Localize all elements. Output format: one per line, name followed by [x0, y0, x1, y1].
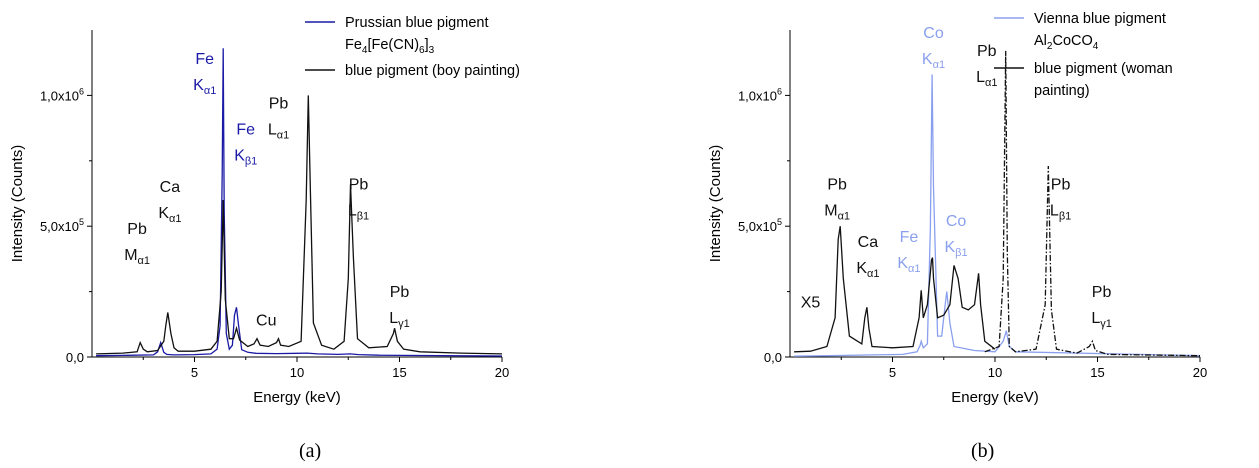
chart-panel-b: 5 10 15 20 0,0 5,0x105 1,0x106 Energy (keV) Inte… [660, 0, 1259, 468]
peak-label-line: Lγ1 [1091, 310, 1112, 330]
series-line-2 [984, 50, 1201, 357]
panel-label-a: (a) [299, 440, 322, 462]
peak-label-line: X5 [801, 294, 821, 311]
chart-a-svg: 5 10 15 20 0,0 5,0x105 1,0x106 Energy (keV) Inte… [9, 15, 520, 406]
peak-label-line: Pb [977, 43, 997, 60]
peak-label-line: Lβ1 [1050, 203, 1071, 223]
series-line-1 [794, 226, 996, 353]
y-tick-label: 1,0x106 [40, 86, 84, 103]
legend: Prussian blue pigment Fe4[Fe(CN)6]3 blue p… [305, 15, 520, 79]
peak-label: Fe Kα1 [897, 229, 920, 275]
peak-label-line: Cu [256, 313, 276, 330]
peak-label: Pb Mα1 [124, 221, 150, 267]
peak-label-line: Kα1 [922, 51, 945, 71]
peak-label-line: Kα1 [193, 77, 216, 97]
y-tick-label: 5,0x105 [40, 217, 84, 234]
y-tick-label: 1,0x106 [738, 86, 782, 103]
peak-label-line: Kα1 [897, 255, 920, 275]
peak-label-line: Pb [127, 221, 147, 238]
peak-label-line: Pb [269, 95, 289, 112]
peak-label: Pb Lγ1 [389, 284, 410, 330]
legend-label: blue pigment (woman [1034, 61, 1173, 77]
peak-label-line: Lγ1 [389, 310, 410, 330]
peak-label-line: Pb [1092, 284, 1112, 301]
peak-label: Pb Mα1 [824, 177, 850, 223]
x-axis-title: Energy (keV) [951, 389, 1039, 406]
peak-label-line: Fe [236, 122, 255, 139]
y-tick-label: 5,0x105 [738, 217, 782, 234]
peak-label-line: Kα1 [158, 205, 181, 225]
x-axis-title: Energy (keV) [253, 389, 341, 406]
peak-label: Cu [256, 313, 276, 330]
peak-label-line: Kβ1 [944, 239, 967, 259]
peak-label-line: Kα1 [856, 260, 879, 280]
legend-label: blue pigment (boy painting) [345, 63, 520, 79]
peak-label-line: Kβ1 [234, 148, 257, 168]
series-line-0 [96, 48, 503, 357]
legend: Vienna blue pigment Al2CoCO4 blue pigment … [994, 11, 1173, 99]
chart-panel-a: 5 10 15 20 0,0 5,0x105 1,0x106 Energy (keV) Inte… [0, 0, 620, 468]
panel-label-b: (b) [971, 440, 995, 462]
peak-label: Pb Lβ1 [348, 177, 369, 223]
peak-label: Fe Kβ1 [234, 122, 257, 168]
peak-label-line: Pb [1051, 177, 1071, 194]
chart-b-svg: 5 10 15 20 0,0 5,0x105 1,0x106 Energy (keV) Inte… [707, 11, 1207, 406]
peak-label-line: Fe [195, 51, 214, 68]
peak-label-line: Lα1 [268, 121, 289, 141]
peak-label-line: Mα1 [824, 203, 850, 223]
peak-label: Co Kβ1 [944, 213, 967, 259]
peak-label-line: Ca [160, 179, 181, 196]
series-line-0 [794, 74, 1201, 357]
peak-label: Ca Kα1 [158, 179, 181, 225]
legend-label: Vienna blue pigment [1034, 11, 1166, 27]
peak-label-line: Lβ1 [348, 203, 369, 223]
y-tick-label: 0,0 [764, 350, 782, 365]
y-axis-title: Intensity (Counts) [707, 145, 724, 263]
plot-area: 5 10 15 20 0,0 5,0x105 1,0x106 Energy (keV) Inte… [707, 25, 1207, 406]
peak-label-line: Lα1 [976, 69, 997, 89]
peak-label: Pb Lγ1 [1091, 284, 1112, 330]
peak-label: Pb Lα1 [976, 43, 997, 89]
x-tick-label: 20 [495, 365, 509, 380]
peak-label: Co Kα1 [922, 25, 945, 71]
y-axis-title: Intensity (Counts) [9, 145, 26, 263]
peak-label-line: Co [923, 25, 944, 42]
y-tick-label: 0,0 [66, 350, 84, 365]
legend-label-line2: Fe4[Fe(CN)6]3 [345, 37, 435, 56]
plot-area: 5 10 15 20 0,0 5,0x105 1,0x106 Energy (keV) Inte… [9, 30, 509, 406]
peak-label: X5 [801, 294, 821, 311]
legend-label-line2: painting) [1034, 83, 1090, 99]
x-tick-label: 15 [1090, 365, 1104, 380]
peak-label-line: Pb [827, 177, 847, 194]
peak-label-line: Pb [349, 177, 369, 194]
peak-label-line: Co [946, 213, 967, 230]
x-tick-label: 5 [889, 365, 896, 380]
legend-label: Prussian blue pigment [345, 15, 488, 31]
peak-label-line: Pb [390, 284, 410, 301]
peak-label: Ca Kα1 [856, 234, 879, 280]
peak-label-line: Ca [858, 234, 879, 251]
x-tick-label: 10 [988, 365, 1002, 380]
x-tick-label: 20 [1193, 365, 1207, 380]
x-tick-label: 15 [392, 365, 406, 380]
x-tick-label: 5 [191, 365, 198, 380]
x-tick-label: 10 [290, 365, 304, 380]
peak-label: Fe Kα1 [193, 51, 216, 97]
peak-label-line: Fe [900, 229, 919, 246]
peak-label: Pb Lα1 [268, 95, 289, 141]
peak-label: Pb Lβ1 [1050, 177, 1071, 223]
peak-label-line: Mα1 [124, 247, 150, 267]
legend-label-line2: Al2CoCO4 [1034, 33, 1099, 52]
series-line-1 [96, 95, 503, 355]
